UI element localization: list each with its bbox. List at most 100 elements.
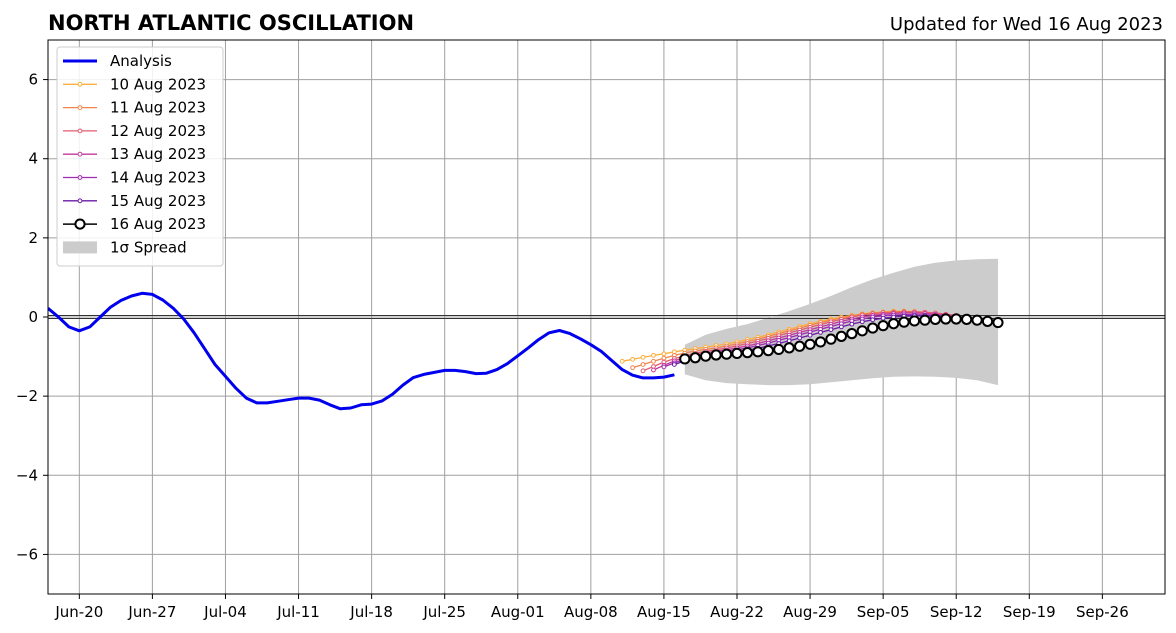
forecast-point	[640, 368, 646, 374]
legend-marker	[77, 81, 83, 87]
x-tick-label: Aug-01	[491, 603, 545, 621]
forecast-point	[880, 315, 886, 321]
legend-marker	[77, 128, 83, 134]
y-tick-label: −2	[16, 387, 38, 405]
forecast-point	[651, 367, 656, 373]
legend-marker	[77, 198, 83, 204]
legend-label: 10 Aug 2023	[110, 75, 206, 93]
x-tick-label: Aug-29	[783, 603, 837, 621]
x-tick-label: Jul-11	[276, 603, 320, 621]
forecast-point	[838, 324, 844, 330]
legend-label: Analysis	[110, 52, 172, 70]
y-tick-label: 4	[28, 150, 38, 168]
forecast-point	[898, 316, 910, 328]
x-tick-label: Sep-26	[1076, 603, 1129, 621]
series-7	[679, 313, 1004, 365]
forecast-point	[797, 335, 803, 341]
forecast-point	[919, 314, 931, 326]
forecast-point	[773, 343, 785, 356]
analysis-line	[48, 291, 675, 411]
x-tick-label: Jul-25	[422, 603, 466, 621]
x-tick-label: Sep-19	[1003, 603, 1056, 621]
forecast-point	[661, 364, 667, 370]
legend-label: 15 Aug 2023	[110, 192, 206, 210]
legend-box	[56, 46, 224, 267]
forecast-point	[720, 348, 733, 360]
forecast-point	[867, 322, 879, 334]
forecast-point	[908, 315, 921, 327]
forecast-point	[961, 313, 973, 325]
forecast-point	[856, 325, 868, 337]
x-tick-label: Jul-04	[203, 603, 247, 621]
forecast-point	[992, 316, 1004, 329]
legend-marker	[74, 218, 86, 230]
forecast-point	[786, 338, 792, 344]
forecast-point	[710, 349, 722, 361]
forecast-point	[630, 356, 635, 362]
forecast-point	[762, 345, 774, 357]
forecast-point	[651, 352, 656, 358]
forecast-point	[835, 330, 847, 342]
forecast-point	[679, 353, 691, 365]
forecast-point	[640, 362, 646, 367]
forecast-point	[804, 338, 816, 350]
legend-marker	[77, 175, 83, 180]
forecast-point	[671, 362, 677, 367]
forecast-point	[825, 333, 837, 345]
legend: Analysis 10 Aug 2023 11 Aug 2023 12 Aug 202…	[56, 46, 224, 267]
legend-swatch	[63, 241, 97, 254]
forecast-point	[651, 358, 656, 364]
legend-label: 1σ Spread	[110, 238, 187, 256]
legend-label: 14 Aug 2023	[110, 169, 206, 187]
x-tick-label: Sep-12	[930, 603, 983, 621]
legend-marker	[77, 151, 83, 157]
plot-area: Jun-20 Jun-27 Jul-04 Jul-11 Jul-18 Jul-25 Aug-…	[16, 39, 1166, 621]
forecast-point	[752, 346, 764, 358]
forecast-point	[940, 313, 952, 325]
forecast-point	[700, 350, 712, 362]
plot-frame	[47, 39, 1166, 595]
y-tick-label: 2	[28, 229, 38, 247]
data-layer	[48, 258, 1165, 411]
chart-subtitle: Updated for Wed 16 Aug 2023	[890, 14, 1163, 35]
forecast-point	[807, 332, 813, 338]
forecast-point	[640, 354, 646, 360]
forecast-point	[849, 321, 855, 327]
series-0	[48, 291, 675, 411]
y-tick-label: 0	[28, 308, 38, 326]
forecast-point	[950, 313, 962, 325]
x-tick-label: Aug-22	[710, 603, 764, 621]
forecast-point	[929, 313, 941, 325]
forecast-point	[731, 347, 743, 360]
forecast-point	[783, 342, 795, 354]
x-tick-label: Aug-08	[564, 603, 618, 621]
forecast-point	[846, 328, 858, 340]
forecast-point	[689, 352, 701, 364]
x-tick-label: Sep-05	[857, 603, 910, 621]
forecast-point	[870, 317, 876, 323]
chart-title: NORTH ATLANTIC OSCILLATION	[48, 11, 414, 35]
legend-label: 16 Aug 2023	[110, 215, 206, 233]
forecast-point	[818, 330, 823, 335]
legend-label: 13 Aug 2023	[110, 145, 206, 163]
y-tick-label: −6	[16, 545, 38, 563]
legend-marker	[77, 105, 83, 110]
forecast-point	[661, 355, 667, 361]
forecast-point	[971, 314, 983, 326]
x-tick-label: Aug-15	[637, 603, 691, 621]
forecast-point	[828, 327, 834, 333]
forecast-point	[661, 351, 667, 357]
y-tick-label: 6	[28, 71, 38, 89]
forecast-point	[877, 320, 889, 332]
legend-label: 12 Aug 2023	[110, 122, 206, 140]
x-tick-label: Jun-27	[127, 603, 176, 621]
forecast-point	[794, 340, 806, 352]
forecast-point	[630, 365, 635, 371]
forecast-point	[859, 319, 865, 325]
legend-label: 11 Aug 2023	[110, 99, 206, 117]
forecast-point	[814, 336, 827, 348]
forecast-point	[741, 347, 754, 359]
forecast-point	[981, 315, 994, 327]
x-tick-label: Jul-18	[349, 603, 393, 621]
